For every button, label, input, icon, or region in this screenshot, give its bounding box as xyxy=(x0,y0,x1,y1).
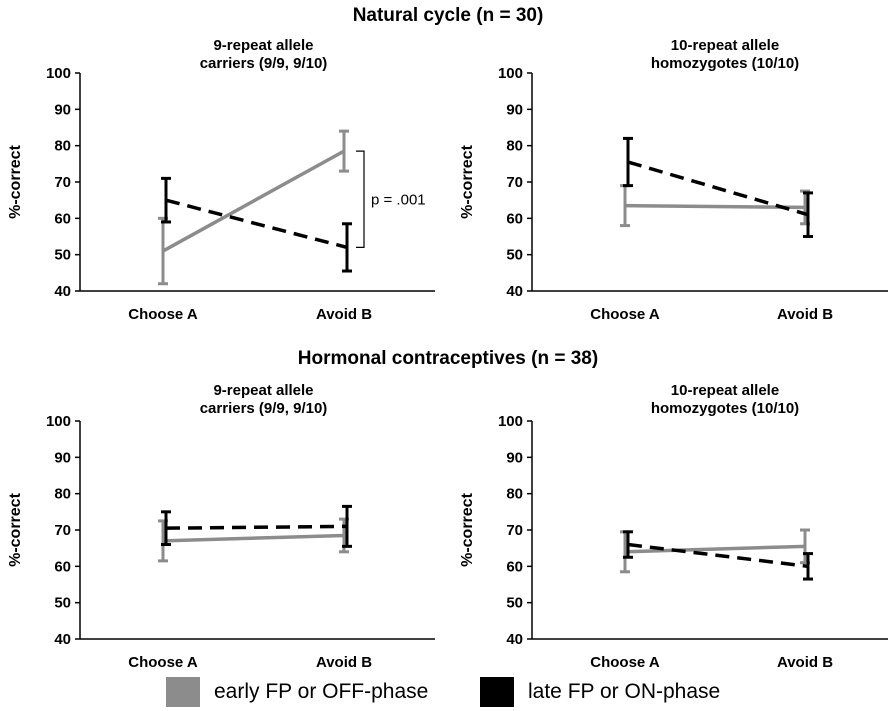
x-category-label: Avoid B xyxy=(777,654,833,671)
y-tick-label: 60 xyxy=(506,558,523,575)
legend-label-early: early FP or OFF-phase xyxy=(214,680,429,703)
y-tick-label: 60 xyxy=(54,558,71,575)
legend-label-late: late FP or ON-phase xyxy=(528,680,721,703)
series-line-late xyxy=(165,524,348,530)
y-tick-label: 70 xyxy=(54,174,71,191)
y-tick-label: 70 xyxy=(54,522,71,539)
panel-title-line-2: homozygotes (10/10) xyxy=(651,400,799,417)
legend-swatch-late xyxy=(480,677,514,707)
y-tick-label: 80 xyxy=(54,486,71,503)
y-axis-label: %-correct xyxy=(459,144,476,218)
panel-title-line-1: 10-repeat allele xyxy=(671,37,779,54)
y-tick-label: 40 xyxy=(506,283,523,300)
x-category-label: Choose A xyxy=(128,306,198,323)
y-tick-label: 70 xyxy=(506,174,523,191)
panel-title-line-1: 9-repeat allele xyxy=(213,37,313,54)
legend-item-early: early FP or OFF-phase xyxy=(166,676,428,708)
y-tick-label: 100 xyxy=(46,413,71,430)
y-tick-label: 70 xyxy=(506,522,523,539)
panel-title-line-1: 9-repeat allele xyxy=(213,382,313,399)
y-tick-label: 80 xyxy=(54,138,71,155)
x-category-label: Avoid B xyxy=(777,306,833,323)
x-category-label: Choose A xyxy=(590,654,660,671)
y-tick-label: 50 xyxy=(54,247,71,264)
series-line-late xyxy=(165,198,348,250)
y-tick-label: 100 xyxy=(46,65,71,82)
series-line-late xyxy=(627,160,809,217)
y-tick-label: 90 xyxy=(506,449,523,466)
y-tick-label: 100 xyxy=(498,413,523,430)
significance-bracket xyxy=(356,150,365,248)
legend-item-late: late FP or ON-phase xyxy=(480,676,720,708)
y-tick-label: 90 xyxy=(54,101,71,118)
y-tick-label: 90 xyxy=(54,449,71,466)
x-category-label: Choose A xyxy=(128,654,198,671)
significance-annotation: p = .001 xyxy=(371,191,426,208)
panel-title-line-1: 10-repeat allele xyxy=(671,382,779,399)
panel-title-line-2: homozygotes (10/10) xyxy=(651,55,799,72)
section-title-natural-cycle: Natural cycle (n = 30) xyxy=(353,5,544,26)
y-tick-label: 40 xyxy=(54,631,71,648)
series-line-late xyxy=(627,542,809,569)
y-tick-label: 100 xyxy=(498,65,523,82)
x-category-label: Avoid B xyxy=(316,306,372,323)
series-line-early xyxy=(624,544,806,554)
y-tick-label: 50 xyxy=(506,595,523,612)
y-tick-label: 80 xyxy=(506,486,523,503)
y-tick-label: 40 xyxy=(54,283,71,300)
legend-swatch-early xyxy=(166,677,200,707)
y-axis-label: %-correct xyxy=(7,492,24,566)
y-tick-label: 50 xyxy=(54,595,71,612)
x-category-label: Choose A xyxy=(590,306,660,323)
y-tick-label: 40 xyxy=(506,631,523,648)
panel-title-line-2: carriers (9/9, 9/10) xyxy=(200,400,328,417)
section-title-hormonal-contraceptives: Hormonal contraceptives (n = 38) xyxy=(298,348,598,369)
y-axis-label: %-correct xyxy=(459,492,476,566)
legend: early FP or OFF-phase late FP or ON-phas… xyxy=(0,674,896,710)
y-tick-label: 90 xyxy=(506,101,523,118)
panel-title-line-2: carriers (9/9, 9/10) xyxy=(200,55,328,72)
y-axis-label: %-correct xyxy=(7,144,24,218)
y-tick-label: 50 xyxy=(506,247,523,264)
x-category-label: Avoid B xyxy=(316,654,372,671)
series-line-early xyxy=(624,203,806,210)
y-tick-label: 60 xyxy=(54,210,71,227)
series-line-early xyxy=(162,533,345,543)
series-line-early xyxy=(162,149,345,253)
y-tick-label: 80 xyxy=(506,138,523,155)
y-tick-label: 60 xyxy=(506,210,523,227)
